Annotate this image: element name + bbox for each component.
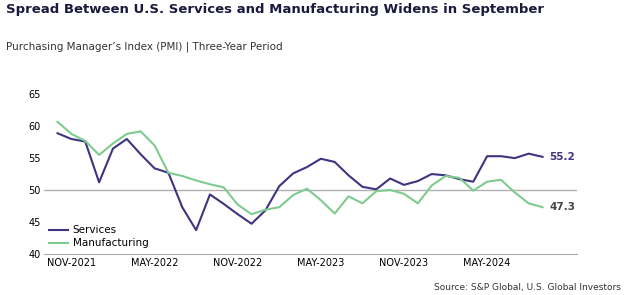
Legend: Services, Manufacturing: Services, Manufacturing: [49, 225, 149, 248]
Text: Source: S&P Global, U.S. Global Investors: Source: S&P Global, U.S. Global Investor…: [434, 283, 621, 292]
Text: Purchasing Manager’s Index (PMI) | Three-Year Period: Purchasing Manager’s Index (PMI) | Three…: [6, 41, 283, 52]
Text: Spread Between U.S. Services and Manufacturing Widens in September: Spread Between U.S. Services and Manufac…: [6, 3, 544, 16]
Text: 55.2: 55.2: [550, 152, 575, 162]
Text: 47.3: 47.3: [550, 202, 575, 212]
